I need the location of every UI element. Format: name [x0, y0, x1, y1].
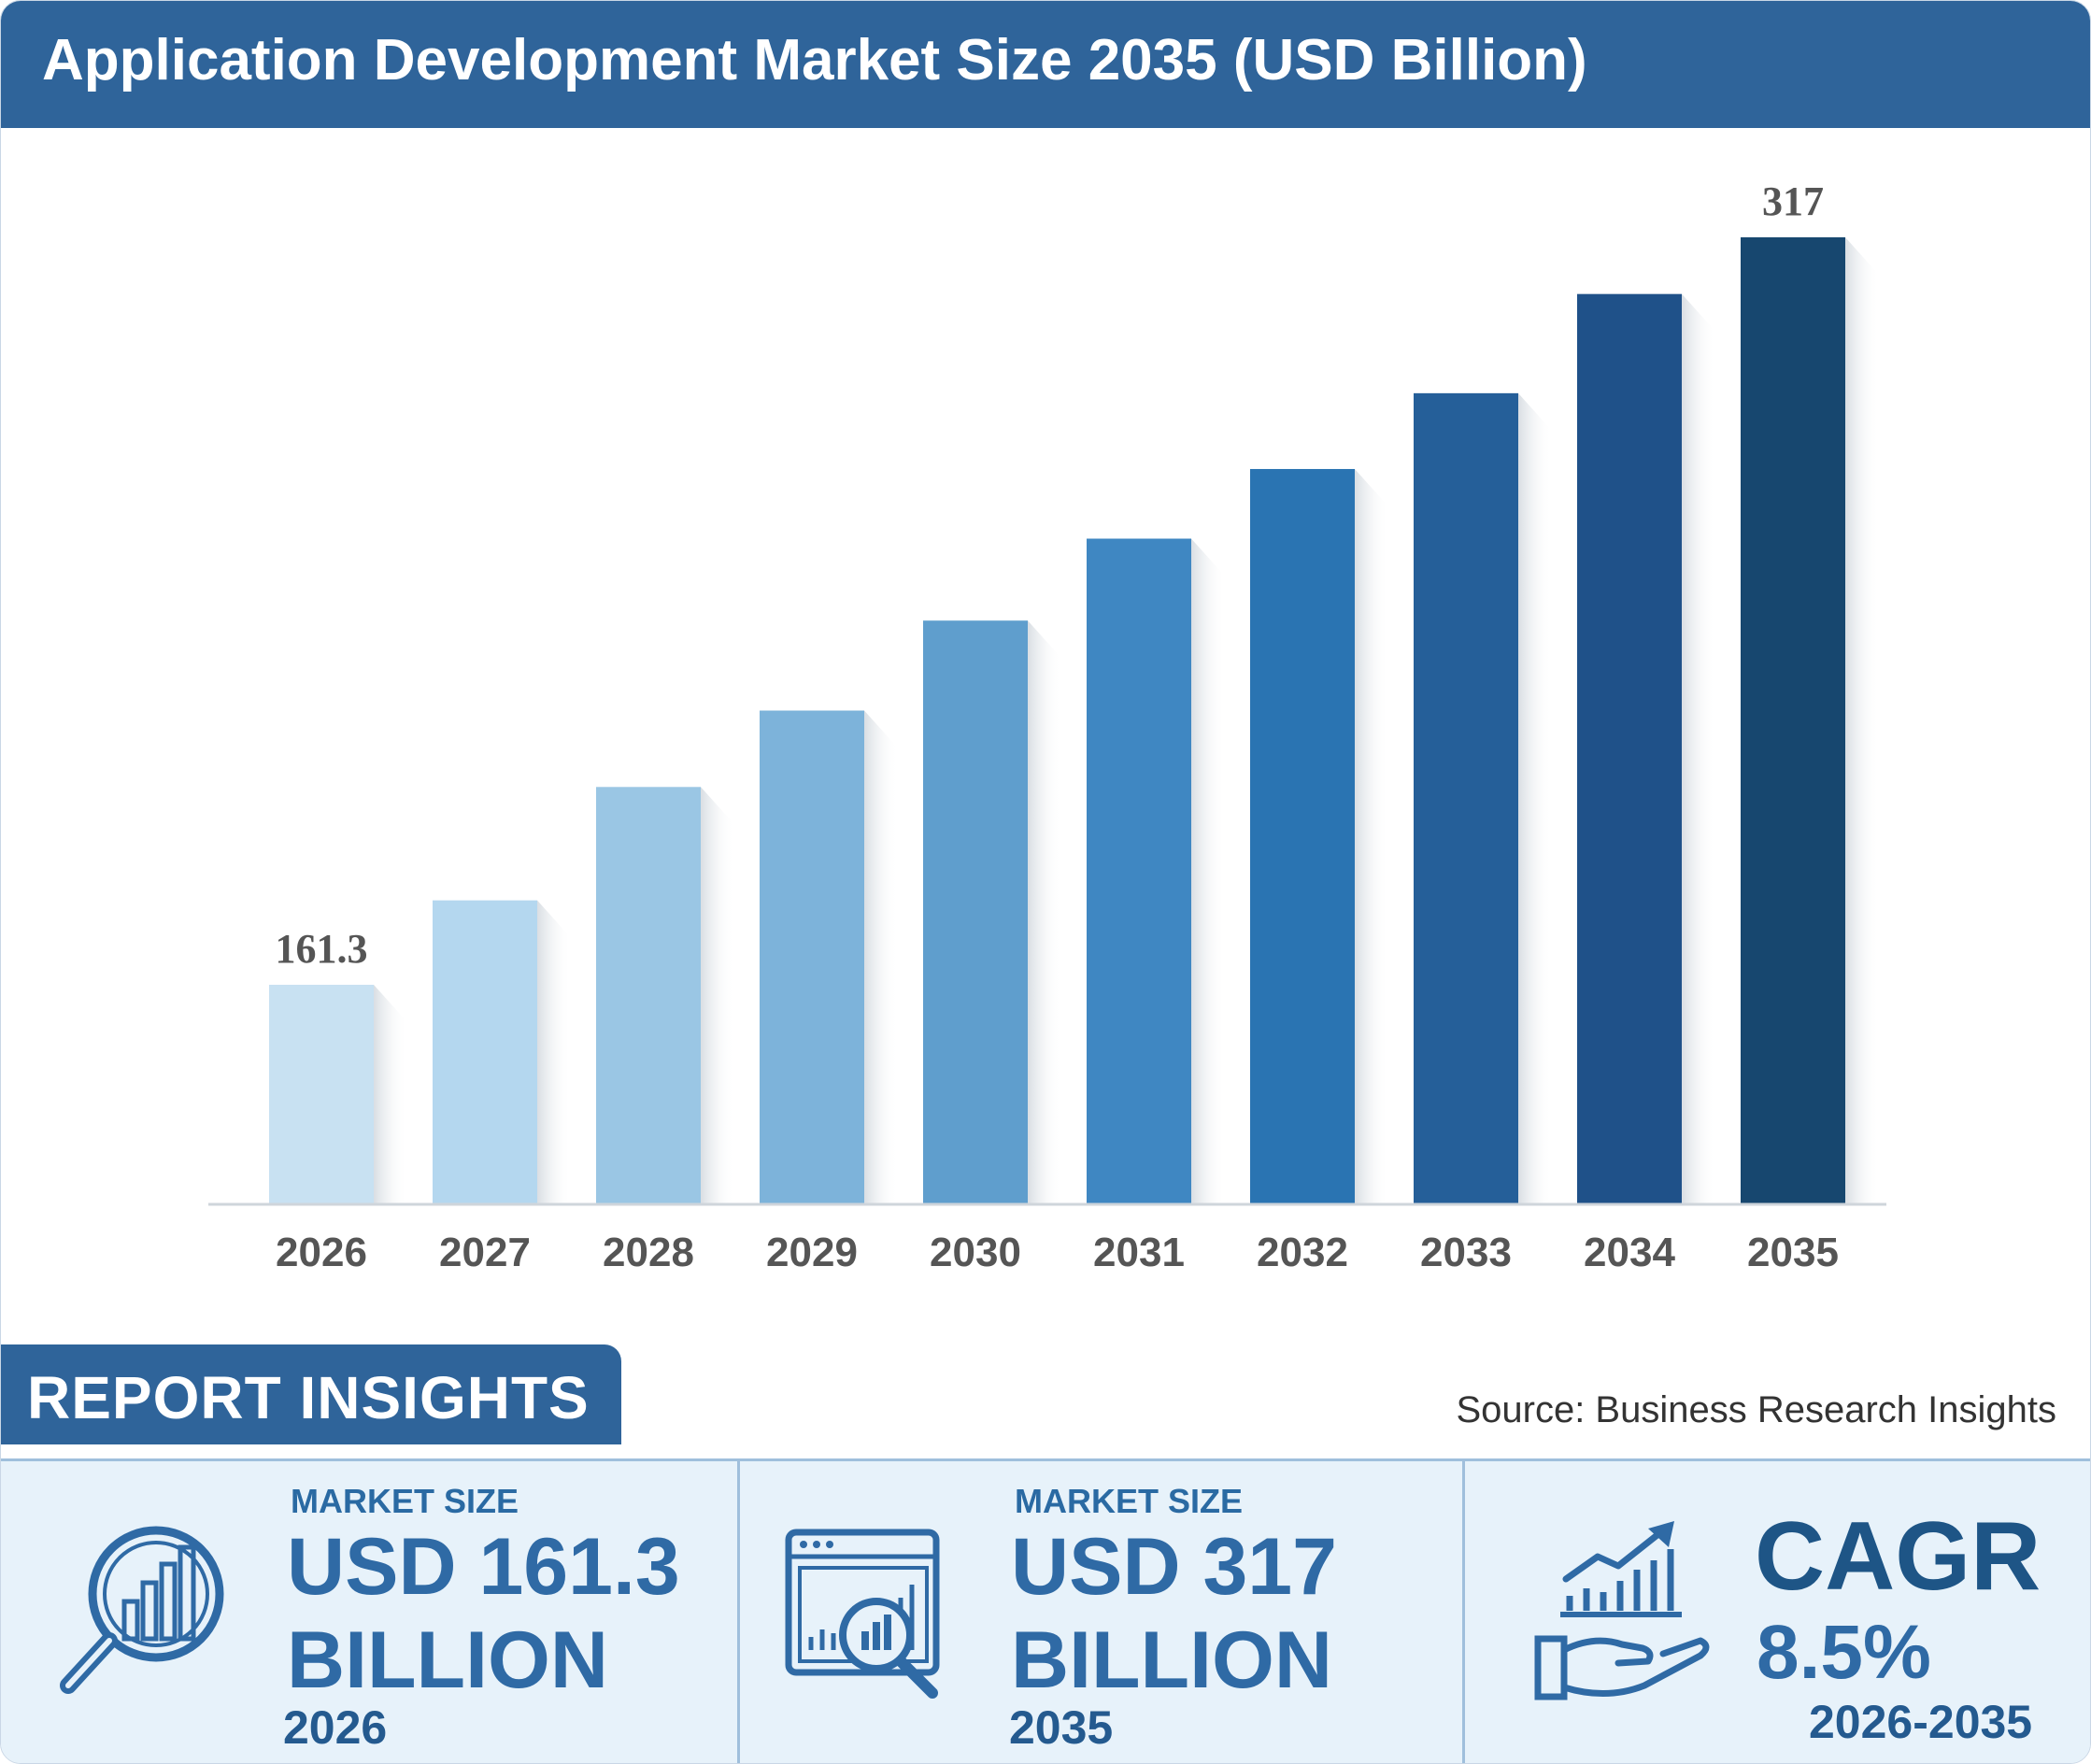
report-insights-tab: REPORT INSIGHTS — [1, 1344, 621, 1444]
insight-panel-2026: MARKET SIZE USD 161.3 BILLION 2026 — [1, 1461, 735, 1763]
bar-shadow — [1355, 468, 1388, 1204]
bar-shadow — [864, 710, 898, 1204]
bar-shadow — [1191, 538, 1225, 1204]
bar-shadow — [701, 787, 734, 1204]
data-label: 317 — [1762, 178, 1824, 224]
insights-band — [1, 1458, 2090, 1763]
magnifier-chart-icon — [60, 1526, 224, 1694]
market-size-value: USD 161.3 — [287, 1522, 680, 1612]
market-size-label: MARKET SIZE — [1015, 1482, 1244, 1520]
report-insights-heading: REPORT INSIGHTS — [27, 1364, 590, 1431]
bar-shadow — [1682, 293, 1715, 1204]
data-label: 161.3 — [276, 926, 368, 972]
dashboard-search-icon — [785, 1529, 940, 1699]
x-tick-label: 2035 — [1747, 1230, 1839, 1275]
bar-2029 — [760, 710, 864, 1204]
bar-shadow — [537, 900, 571, 1204]
bar-2028 — [596, 787, 701, 1204]
x-tick-label: 2031 — [1093, 1230, 1185, 1275]
bar-chart: 2026 161.3 2027 2028 2029 2030 2031 2032 2033 203… — [208, 178, 1886, 1275]
bar-2035 — [1741, 237, 1845, 1204]
chart-title: Application Development Market Size 2035… — [42, 28, 1587, 92]
bar-2032 — [1250, 468, 1355, 1204]
market-size-label: MARKET SIZE — [291, 1482, 519, 1520]
market-size-unit: BILLION — [287, 1615, 608, 1705]
x-tick-label: 2026 — [276, 1230, 367, 1275]
market-size-year: 2026 — [283, 1701, 388, 1754]
x-tick-label: 2027 — [439, 1230, 531, 1275]
bar-shadow — [1845, 237, 1879, 1204]
hand-growth-chart-icon — [1534, 1521, 1710, 1700]
cagr-value: 8.5% — [1757, 1610, 1931, 1695]
bar-2034 — [1577, 293, 1682, 1204]
bar-2027 — [433, 900, 537, 1204]
cagr-period: 2026-2035 — [1809, 1696, 2033, 1748]
x-tick-label: 2029 — [766, 1230, 858, 1275]
market-size-unit: BILLION — [1011, 1615, 1332, 1705]
bar-2031 — [1087, 538, 1191, 1204]
bar-shadow — [1028, 620, 1061, 1204]
bar-2030 — [923, 620, 1028, 1204]
x-tick-label: 2028 — [603, 1230, 694, 1275]
insight-panel-cagr: CAGR 8.5% 2026-2035 — [1462, 1461, 2090, 1763]
x-tick-label: 2030 — [930, 1230, 1021, 1275]
x-tick-label: 2032 — [1257, 1230, 1348, 1275]
bar-2033 — [1414, 392, 1518, 1205]
bar-shadow — [374, 985, 407, 1204]
source-note: Source: Business Research Insights — [1456, 1389, 2056, 1430]
x-tick-label: 2034 — [1584, 1230, 1675, 1275]
cagr-label: CAGR — [1755, 1502, 2041, 1611]
market-size-value: USD 317 — [1011, 1522, 1337, 1612]
title-bar: Application Development Market Size 2035… — [1, 1, 2090, 128]
bar-2026 — [269, 985, 374, 1204]
market-size-year: 2035 — [1009, 1701, 1114, 1754]
bar-shadow — [1518, 392, 1552, 1205]
x-tick-label: 2033 — [1420, 1230, 1512, 1275]
insight-panel-2035: MARKET SIZE USD 317 BILLION 2035 — [737, 1461, 1465, 1763]
